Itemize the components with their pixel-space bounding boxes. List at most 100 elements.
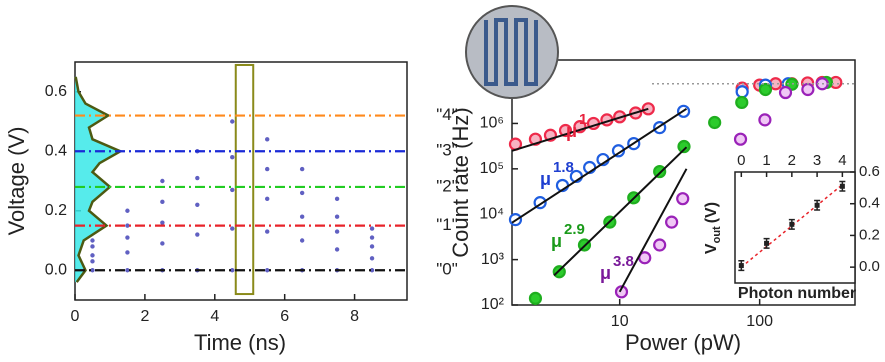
data-point: [369, 235, 375, 240]
data-point: [90, 259, 95, 264]
data-point: [195, 232, 200, 237]
annotation-exponent: 2.9: [564, 221, 585, 238]
y-axis-label: Vout (V): [703, 202, 723, 254]
data-point: [90, 268, 95, 273]
fit-line: [740, 184, 843, 268]
data-point: [265, 137, 270, 142]
y-tick-label: 0.6: [45, 83, 67, 100]
data-point: [195, 175, 200, 181]
annotation-symbol: μ: [566, 121, 577, 141]
data-point: [528, 291, 543, 305]
data-point: [334, 214, 340, 219]
y-tick-label: 10²: [481, 296, 505, 313]
data-point: [230, 119, 235, 124]
data-point: [299, 214, 305, 219]
y-axis-label: Voltage (V): [4, 127, 29, 236]
data-point: [299, 166, 305, 172]
data-point: [334, 247, 340, 252]
data-point: [738, 263, 744, 269]
data-point: [230, 268, 235, 273]
data-point: [778, 85, 793, 100]
data-point: [653, 238, 667, 252]
data-point: [125, 268, 130, 273]
data-point: [735, 95, 749, 110]
data-point: [230, 155, 235, 160]
data-point: [265, 229, 270, 234]
data-point: [789, 221, 795, 227]
profile-area: [75, 76, 121, 283]
data-point: [230, 187, 235, 193]
fit-line: [618, 168, 688, 293]
x-tick-label: 6: [280, 308, 289, 325]
y-label-sub: out: [711, 226, 723, 243]
y-tick-label: 10⁶: [480, 115, 504, 132]
data-point: [677, 139, 691, 154]
x-tick-label: 4: [210, 308, 219, 325]
data-point: [90, 244, 95, 249]
y-tick-label: 10⁴: [479, 205, 504, 222]
data-point: [369, 256, 375, 261]
x-tick-label: 0: [737, 152, 745, 169]
data-point: [125, 250, 130, 255]
x-axis-label: Time (ns): [194, 330, 286, 355]
data-point: [230, 226, 235, 231]
data-point: [676, 192, 690, 206]
level-label: "0": [436, 260, 458, 279]
data-point: [735, 85, 749, 99]
level-label: "2": [436, 176, 458, 195]
data-point: [334, 229, 340, 234]
level-label: "3": [436, 141, 458, 160]
data-point: [195, 202, 200, 207]
data-point: [758, 113, 772, 127]
data-point: [764, 240, 770, 246]
x-tick-label: 100: [746, 313, 773, 330]
annotation-exponent: 1: [579, 111, 587, 128]
x-axis-label: Photon number: [738, 285, 856, 302]
data-point: [160, 241, 165, 246]
annotation-exponent: 1.8: [553, 159, 574, 176]
data-point: [160, 199, 165, 205]
data-point: [814, 202, 820, 208]
inset-background: [735, 172, 855, 283]
data-point: [299, 190, 305, 196]
fit-line: [511, 107, 649, 152]
fit-line: [553, 146, 688, 277]
y-axis-label: Count rate (Hz): [448, 107, 473, 257]
data-point: [334, 196, 340, 202]
data-point: [160, 178, 165, 184]
data-point: [801, 82, 815, 97]
data-point: [758, 82, 773, 97]
data-point: [369, 226, 375, 231]
y-tick-label: 10⁵: [480, 160, 504, 177]
data-point: [125, 208, 130, 213]
annotation-exponent: 3.8: [613, 253, 634, 270]
plot-frame: [74, 61, 408, 301]
data-point: [265, 166, 270, 172]
annotation-symbol: μ: [600, 263, 611, 283]
plot-frame: [734, 171, 856, 284]
data-point: [665, 215, 679, 229]
y-tick-label: 0.2: [45, 202, 67, 219]
x-tick-label: 3: [813, 152, 821, 169]
annotation-symbol: μ: [551, 231, 562, 251]
level-label: "4": [436, 105, 458, 124]
x-tick-label: 4: [838, 152, 846, 169]
data-point: [653, 164, 667, 179]
profile-line: [74, 76, 124, 283]
level-label: "1": [436, 215, 458, 234]
device-image: [465, 5, 559, 99]
annotation-symbol: μ: [540, 169, 551, 189]
y-tick-label: 0.0: [859, 258, 880, 275]
data-point: [369, 244, 375, 249]
data-point: [839, 183, 845, 189]
x-axis-label: Power (pW): [625, 330, 741, 355]
x-tick-label: 0: [71, 308, 80, 325]
data-point: [265, 268, 270, 273]
data-point: [614, 285, 629, 299]
y-label-unit: (V): [703, 202, 720, 223]
data-point: [125, 223, 130, 228]
highlight-window: [234, 63, 255, 296]
fit-line: [511, 107, 688, 224]
y-tick-label: 10³: [481, 251, 505, 268]
